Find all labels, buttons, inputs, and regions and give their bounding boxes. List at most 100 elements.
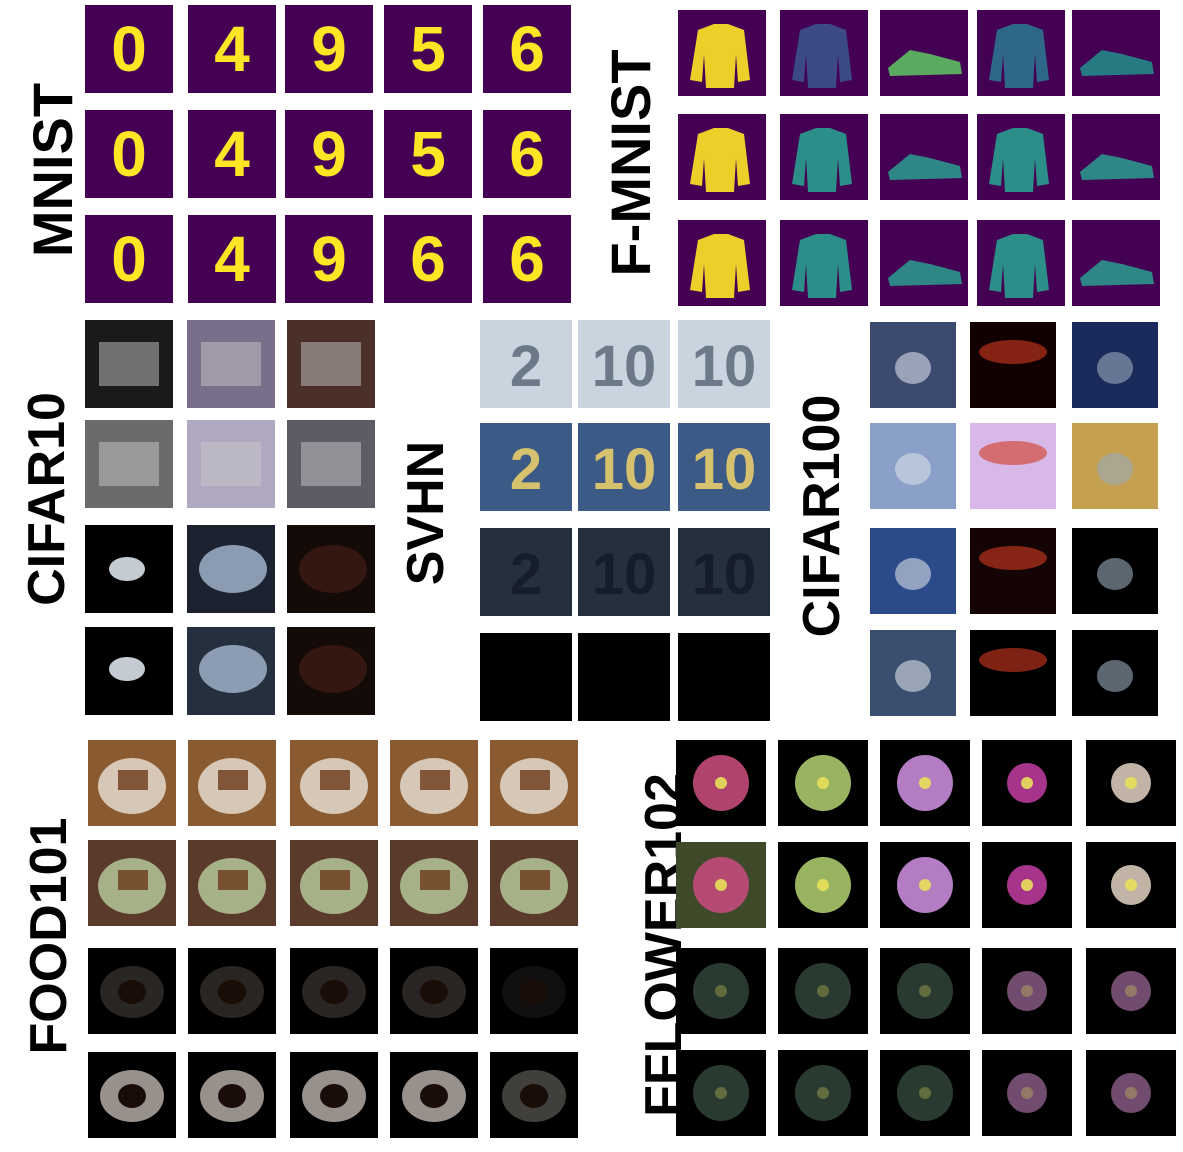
mnist-digit-image: 6 (483, 5, 571, 93)
food101-image (390, 1052, 478, 1138)
mnist-digit-image: 6 (483, 110, 571, 198)
cifar100-image (970, 528, 1056, 614)
fflower102-image (676, 948, 766, 1034)
svg-text:10: 10 (592, 542, 657, 607)
mnist-digit-image: 0 (85, 110, 173, 198)
cifar100-image (870, 322, 956, 408)
fmnist-clothing-image (780, 10, 868, 96)
fflower102-image (778, 1050, 868, 1136)
fflower102-image (778, 740, 868, 826)
fmnist-clothing-image (678, 220, 766, 306)
svhn-image: 2 (480, 320, 572, 408)
food101-image (490, 840, 578, 926)
svhn-image: 2 (480, 423, 572, 511)
food101-image (290, 948, 378, 1034)
cifar100-label: CIFAR100 (793, 394, 851, 638)
cifar100-image (870, 423, 956, 509)
fmnist-clothing-image (977, 10, 1065, 96)
fflower102-image (1086, 740, 1176, 826)
mnist-digit-image: 0 (85, 215, 173, 303)
fflower102-image (880, 948, 970, 1034)
svg-text:6: 6 (509, 223, 545, 295)
cifar10-image (187, 320, 275, 408)
mnist-digit-image: 0 (85, 5, 173, 93)
svg-text:0: 0 (111, 13, 147, 85)
cifar10-label: CIFAR10 (18, 392, 76, 606)
fflower102-image (676, 740, 766, 826)
mnist-digit-image: 5 (384, 110, 472, 198)
svhn-image (678, 633, 770, 721)
svg-text:6: 6 (410, 223, 446, 295)
svhn-image: 10 (678, 423, 770, 511)
cifar10-image (85, 420, 173, 508)
fflower102-image (982, 842, 1072, 928)
svg-text:2: 2 (510, 542, 542, 607)
food101-image (88, 740, 176, 826)
cifar100-image (870, 528, 956, 614)
svg-text:5: 5 (410, 13, 446, 85)
svg-text:10: 10 (592, 334, 657, 399)
svg-text:5: 5 (410, 118, 446, 190)
mnist-digit-image: 4 (188, 215, 276, 303)
mnist-digit-image: 6 (483, 215, 571, 303)
fmnist-clothing-image (1072, 220, 1160, 306)
cifar100-image (870, 630, 956, 716)
cifar100-image (970, 423, 1056, 509)
fmnist-label: F-MNIST (599, 49, 662, 277)
svg-text:4: 4 (214, 13, 250, 85)
mnist-digit-image: 9 (285, 5, 373, 93)
cifar10-image (187, 420, 275, 508)
svg-text:10: 10 (692, 437, 757, 502)
mnist-digit-image: 4 (188, 5, 276, 93)
fflower102-image (982, 1050, 1072, 1136)
fflower102-image (880, 1050, 970, 1136)
svhn-image: 10 (578, 528, 670, 616)
cifar100-image (970, 322, 1056, 408)
food101-image (188, 948, 276, 1034)
fflower102-image (778, 842, 868, 928)
svhn-image (480, 633, 572, 721)
svg-text:9: 9 (311, 13, 347, 85)
mnist-digit-image: 9 (285, 215, 373, 303)
food101-image (490, 948, 578, 1034)
cifar10-image (287, 320, 375, 408)
food101-image (88, 948, 176, 1034)
food101-image (290, 1052, 378, 1138)
fflower102-image (676, 842, 766, 928)
cifar10-image (85, 627, 173, 715)
fflower102-image (1086, 948, 1176, 1034)
cifar100-image (970, 630, 1056, 716)
svg-text:0: 0 (111, 118, 147, 190)
food101-image (188, 740, 276, 826)
fmnist-clothing-image (880, 220, 968, 306)
fmnist-clothing-image (1072, 114, 1160, 200)
food101-image (290, 840, 378, 926)
food101-image (490, 1052, 578, 1138)
food101-image (188, 840, 276, 926)
food101-image (490, 740, 578, 826)
svg-text:6: 6 (509, 13, 545, 85)
svhn-image: 2 (480, 528, 572, 616)
mnist-digit-image: 4 (188, 110, 276, 198)
food101-image (188, 1052, 276, 1138)
svg-text:9: 9 (311, 118, 347, 190)
fmnist-clothing-image (678, 10, 766, 96)
fflower102-image (982, 740, 1072, 826)
fflower102-image (982, 948, 1072, 1034)
svg-text:10: 10 (592, 437, 657, 502)
fmnist-clothing-image (880, 114, 968, 200)
svhn-image: 10 (578, 320, 670, 408)
fmnist-clothing-image (780, 114, 868, 200)
cifar100-image (1072, 630, 1158, 716)
svg-text:4: 4 (214, 118, 250, 190)
svg-text:10: 10 (692, 334, 757, 399)
cifar10-image (187, 627, 275, 715)
cifar10-image (85, 320, 173, 408)
cifar100-image (1072, 322, 1158, 408)
fmnist-clothing-image (1072, 10, 1160, 96)
mnist-label: MNIST (21, 82, 84, 258)
fmnist-clothing-image (977, 114, 1065, 200)
mnist-digit-image: 9 (285, 110, 373, 198)
food101-image (390, 840, 478, 926)
fmnist-clothing-image (780, 220, 868, 306)
